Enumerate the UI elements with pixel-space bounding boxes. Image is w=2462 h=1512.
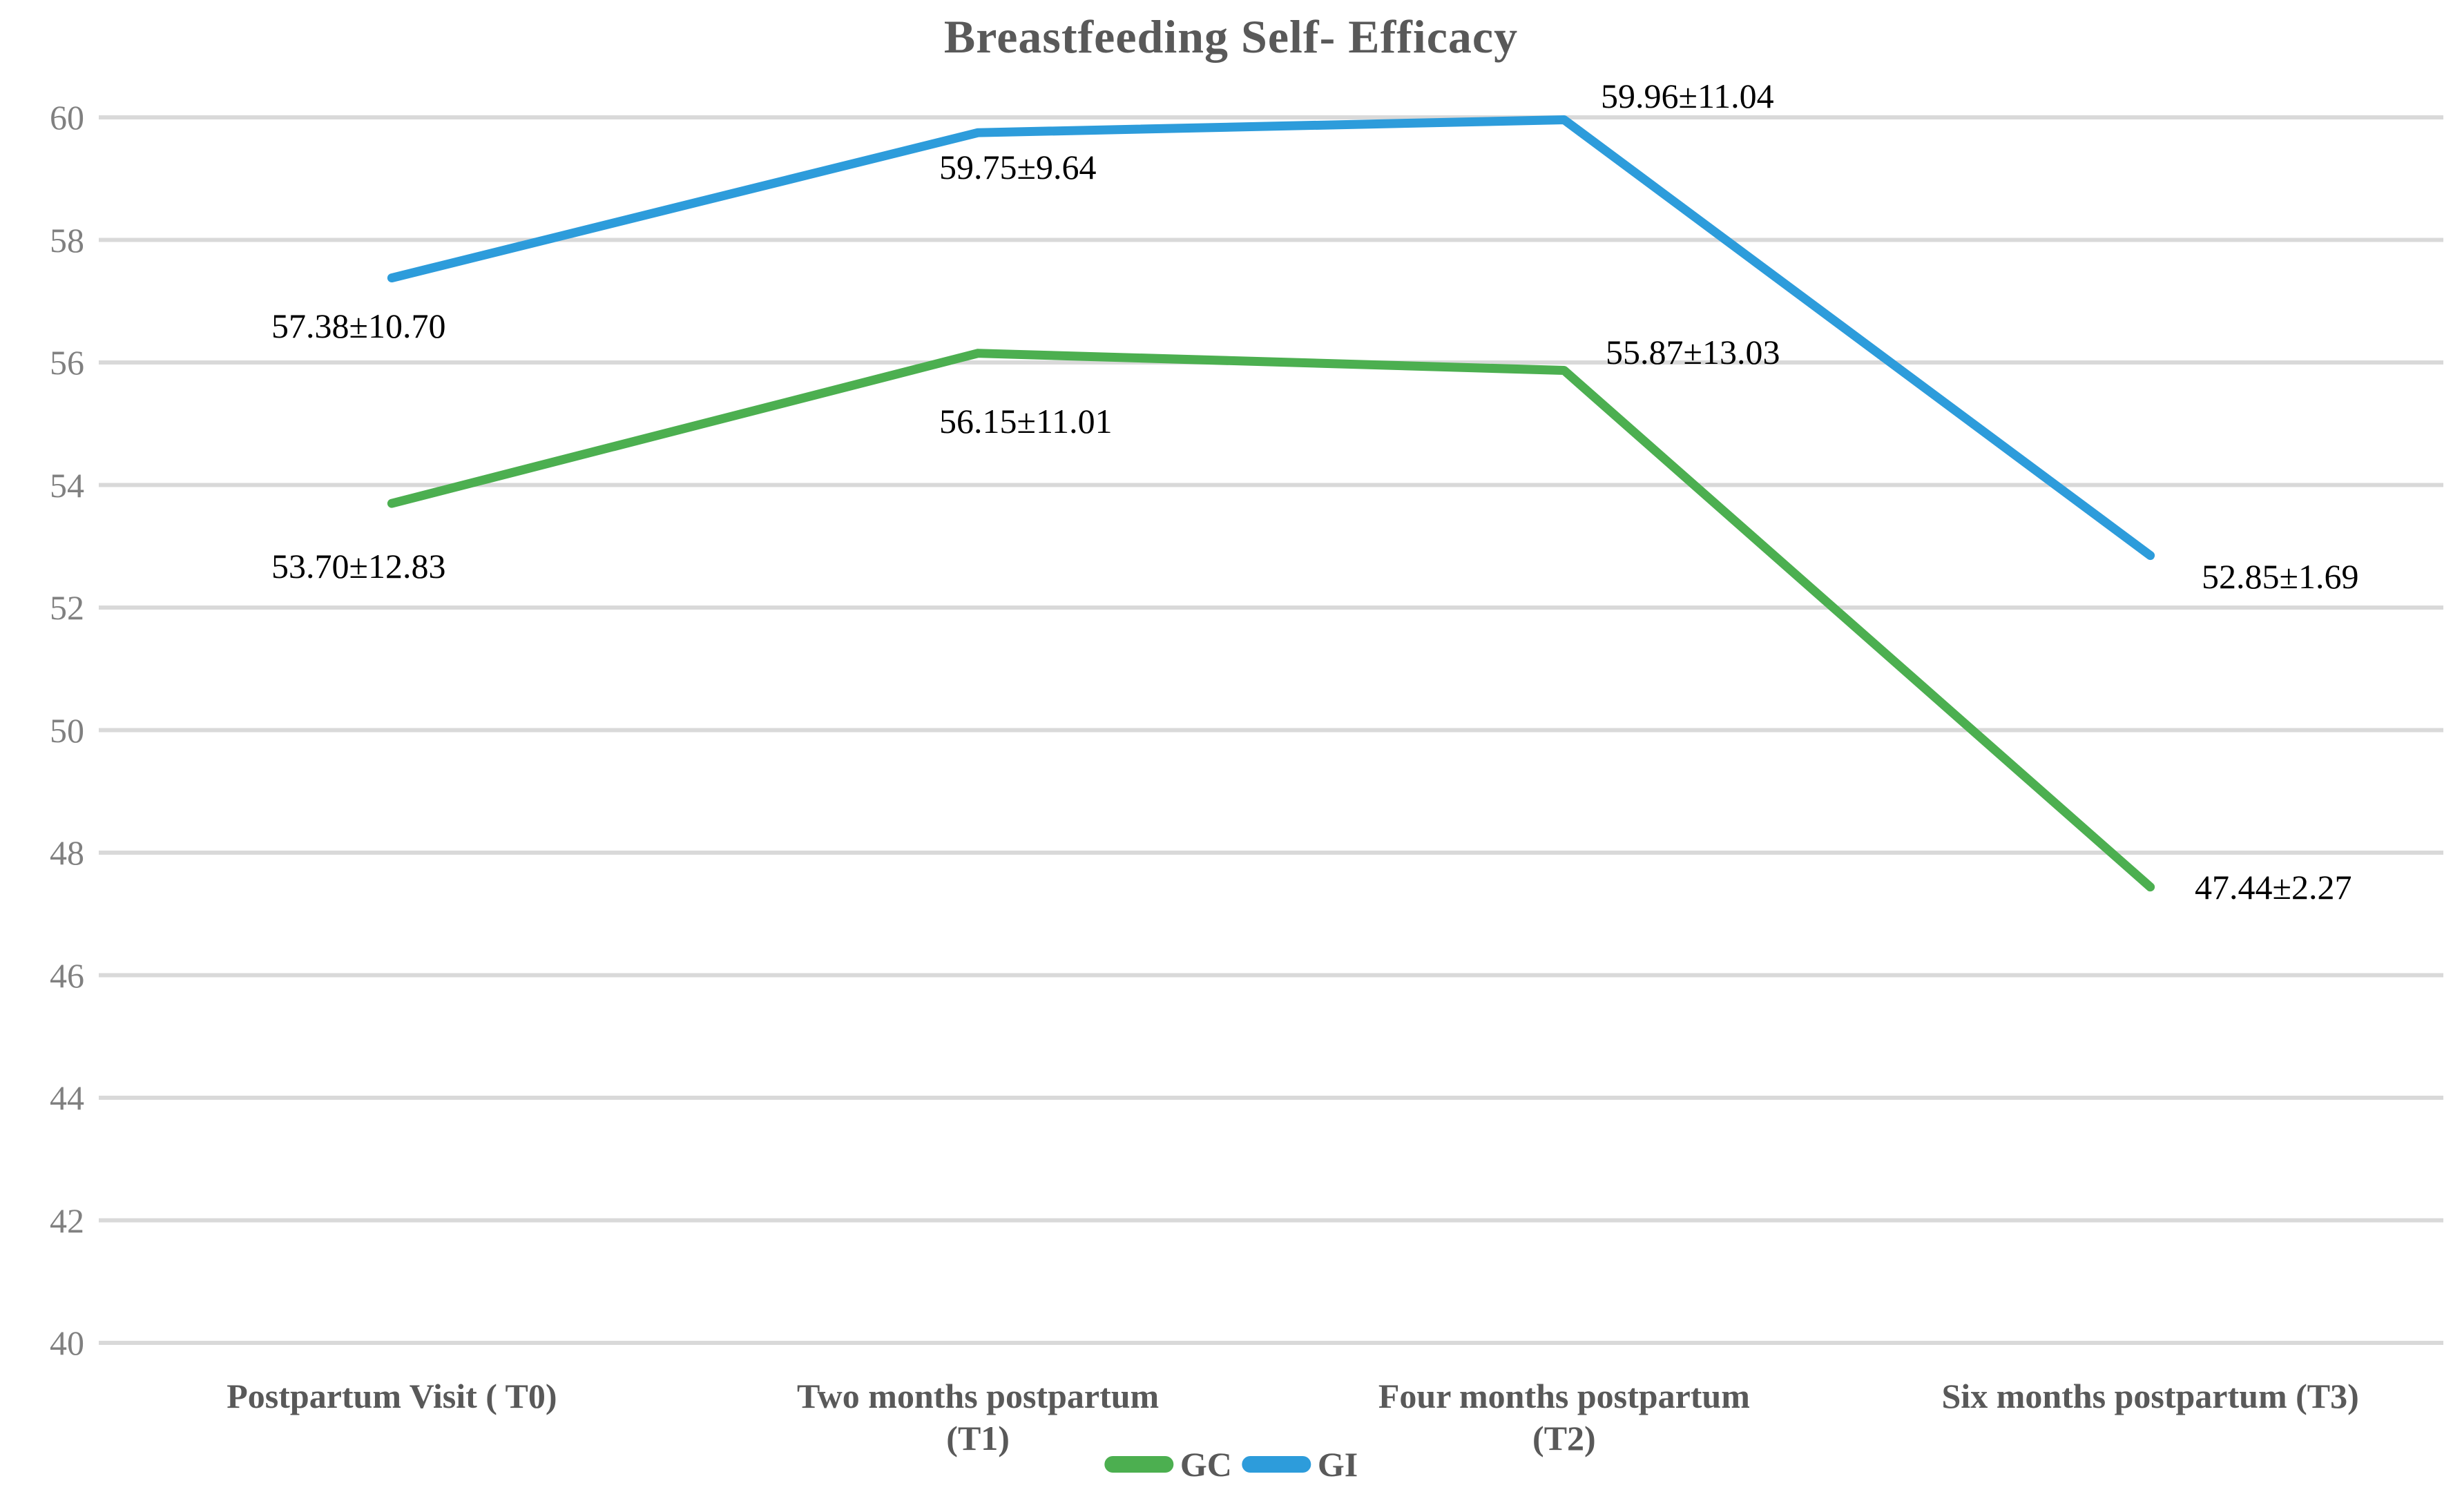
y-tick-label-54: 54 [50, 465, 84, 505]
data-label-gi-1: 59.75±9.64 [939, 148, 1097, 186]
y-tick-label-46: 46 [50, 956, 84, 995]
y-tick-label-60: 60 [50, 98, 84, 137]
data-label-gc-1: 56.15±11.01 [939, 402, 1113, 440]
legend-label-gi: GI [1317, 1445, 1358, 1484]
data-label-gi-0: 57.38±10.70 [271, 307, 446, 345]
legend-swatch-gc [1104, 1456, 1173, 1473]
legend-item-gc: GC [1104, 1447, 1232, 1482]
y-tick-label-48: 48 [50, 833, 84, 872]
y-tick-label-42: 42 [50, 1201, 84, 1240]
y-tick-label-50: 50 [50, 710, 84, 750]
y-tick-label-44: 44 [50, 1078, 84, 1117]
y-tick-label-56: 56 [50, 343, 84, 382]
y-tick-label-58: 58 [50, 220, 84, 260]
x-category-label-3: Six months postpartum (T3) [1941, 1377, 2359, 1415]
legend: GC GI [1104, 1447, 1358, 1482]
chart-title: Breastfeeding Self- Efficacy [943, 10, 1519, 63]
y-tick-label-40: 40 [50, 1324, 84, 1362]
legend-label-gc: GC [1180, 1445, 1232, 1484]
series-line-gc [387, 349, 2155, 892]
x-category-label-2: Four months postpartum (T2) [1378, 1377, 1750, 1457]
series-line-gi [387, 115, 2155, 561]
data-label-gi-2: 59.96±11.04 [1601, 77, 1774, 115]
x-category-label-0: Postpartum Visit ( T0) [227, 1377, 557, 1415]
data-label-gc-3: 47.44±2.27 [2195, 868, 2352, 907]
data-label-gc-2: 55.87±13.03 [1606, 333, 1780, 371]
legend-swatch-gi [1241, 1456, 1311, 1473]
data-label-gi-3: 52.85±1.69 [2202, 557, 2359, 596]
data-label-gc-0: 53.70±12.83 [271, 547, 446, 585]
y-tick-label-52: 52 [50, 588, 84, 627]
x-category-label-1: Two months postpartum (T1) [797, 1377, 1160, 1457]
legend-item-gi: GI [1241, 1445, 1358, 1484]
